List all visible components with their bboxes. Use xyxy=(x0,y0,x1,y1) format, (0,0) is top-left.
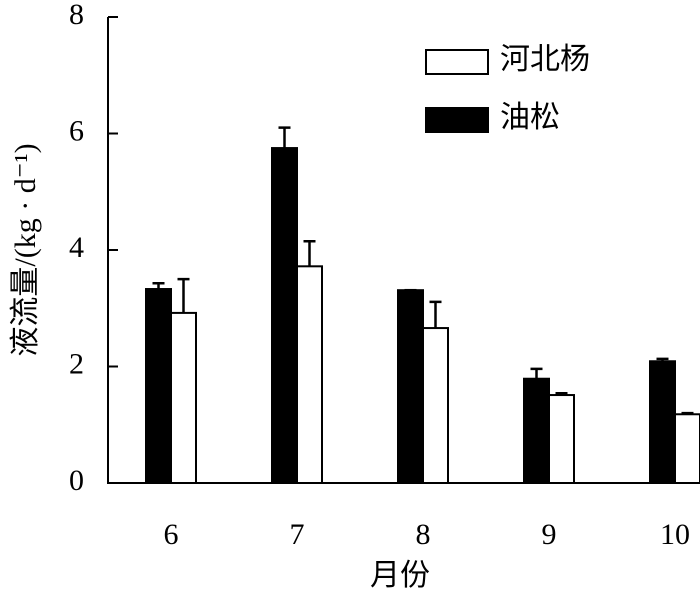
bar xyxy=(271,147,298,484)
legend-label: 河北杨 xyxy=(500,43,590,76)
y-tick-label: 2 xyxy=(69,347,84,380)
bar xyxy=(170,311,197,484)
bar xyxy=(548,394,575,485)
bar xyxy=(674,413,700,485)
bar xyxy=(422,327,449,484)
y-tick-label: 4 xyxy=(69,231,84,264)
bar xyxy=(649,360,676,485)
error-bar xyxy=(656,357,669,362)
legend-label: 油松 xyxy=(500,101,560,134)
x-tick-label: 6 xyxy=(164,518,179,551)
bar xyxy=(523,377,550,485)
x-tick-label: 8 xyxy=(416,518,431,551)
x-tick-label: 7 xyxy=(290,518,305,551)
error-bar xyxy=(555,392,568,396)
bar xyxy=(145,288,172,484)
y-tick-label: 8 xyxy=(69,0,84,31)
x-tick-label: 9 xyxy=(542,518,557,551)
error-bar xyxy=(278,126,291,149)
error-bar xyxy=(303,240,316,267)
error-bar xyxy=(177,277,190,313)
y-axis-label: 液流量/(kg · d⁻¹) xyxy=(9,143,42,356)
error-bar xyxy=(530,367,543,379)
bar xyxy=(397,289,424,484)
x-axis-label: 月份 xyxy=(370,559,430,592)
error-bar xyxy=(152,281,165,290)
error-bar xyxy=(429,300,442,329)
legend-swatch xyxy=(425,49,489,75)
legend-swatch xyxy=(425,107,489,133)
y-tick-label: 6 xyxy=(69,114,84,147)
bar xyxy=(296,265,323,484)
error-bar xyxy=(681,411,694,415)
x-tick-label: 10 xyxy=(660,518,690,551)
y-tick-label: 0 xyxy=(69,464,84,497)
